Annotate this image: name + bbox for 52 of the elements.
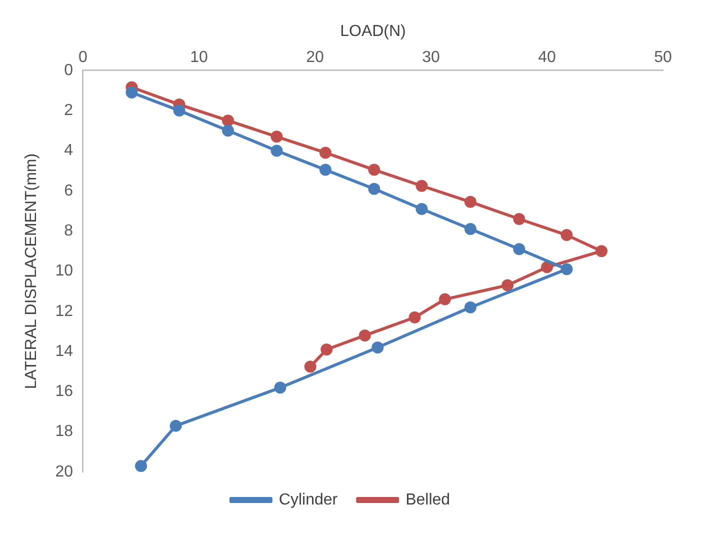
y-tick-label: 10 bbox=[55, 262, 74, 280]
point bbox=[464, 301, 476, 314]
y-tick-label: 20 bbox=[55, 463, 74, 480]
y-tick-label: 18 bbox=[55, 423, 74, 440]
y-tick-label: 2 bbox=[64, 102, 74, 119]
point bbox=[222, 124, 234, 137]
point bbox=[541, 261, 553, 274]
point bbox=[173, 104, 186, 117]
point bbox=[372, 342, 384, 354]
point bbox=[416, 180, 428, 192]
point bbox=[270, 144, 283, 157]
point bbox=[464, 196, 476, 208]
point bbox=[438, 293, 451, 306]
point bbox=[513, 212, 526, 225]
x-tick-label: 10 bbox=[190, 49, 208, 66]
legend-label: Belled bbox=[406, 491, 450, 508]
point bbox=[270, 130, 283, 143]
point bbox=[304, 360, 316, 373]
point bbox=[274, 382, 286, 394]
point bbox=[222, 114, 234, 127]
point bbox=[319, 164, 332, 176]
x-tick-label: 0 bbox=[78, 49, 88, 66]
point bbox=[513, 243, 526, 256]
point bbox=[596, 245, 608, 258]
point bbox=[320, 344, 333, 356]
x-tick-label: 40 bbox=[538, 49, 556, 66]
legend-label: Cylinder bbox=[278, 491, 338, 508]
point bbox=[126, 86, 138, 98]
y-tick-label: 6 bbox=[64, 182, 74, 200]
y-tick-label: 4 bbox=[64, 142, 74, 160]
point bbox=[368, 182, 380, 195]
y-tick-label: 14 bbox=[55, 342, 74, 360]
point bbox=[560, 229, 573, 242]
point bbox=[416, 202, 428, 215]
y-axis-title: LATERAL DISPLACEMENT(mm) bbox=[23, 153, 40, 389]
point bbox=[368, 164, 380, 176]
x-axis-title: LOAD(N) bbox=[340, 23, 406, 40]
x-tick-label: 20 bbox=[306, 49, 324, 66]
y-tick-label: 12 bbox=[55, 302, 74, 320]
x-tick-label: 50 bbox=[654, 49, 672, 66]
point bbox=[560, 263, 573, 276]
point bbox=[358, 329, 371, 342]
point bbox=[319, 146, 332, 159]
x-tick-label: 30 bbox=[422, 49, 440, 66]
point bbox=[502, 279, 514, 292]
point bbox=[464, 223, 476, 236]
point bbox=[134, 460, 147, 472]
point bbox=[408, 311, 421, 324]
y-tick-label: 8 bbox=[64, 222, 74, 240]
y-tick-label: 0 bbox=[64, 62, 74, 79]
y-tick-label: 16 bbox=[55, 383, 74, 400]
point bbox=[170, 420, 182, 432]
